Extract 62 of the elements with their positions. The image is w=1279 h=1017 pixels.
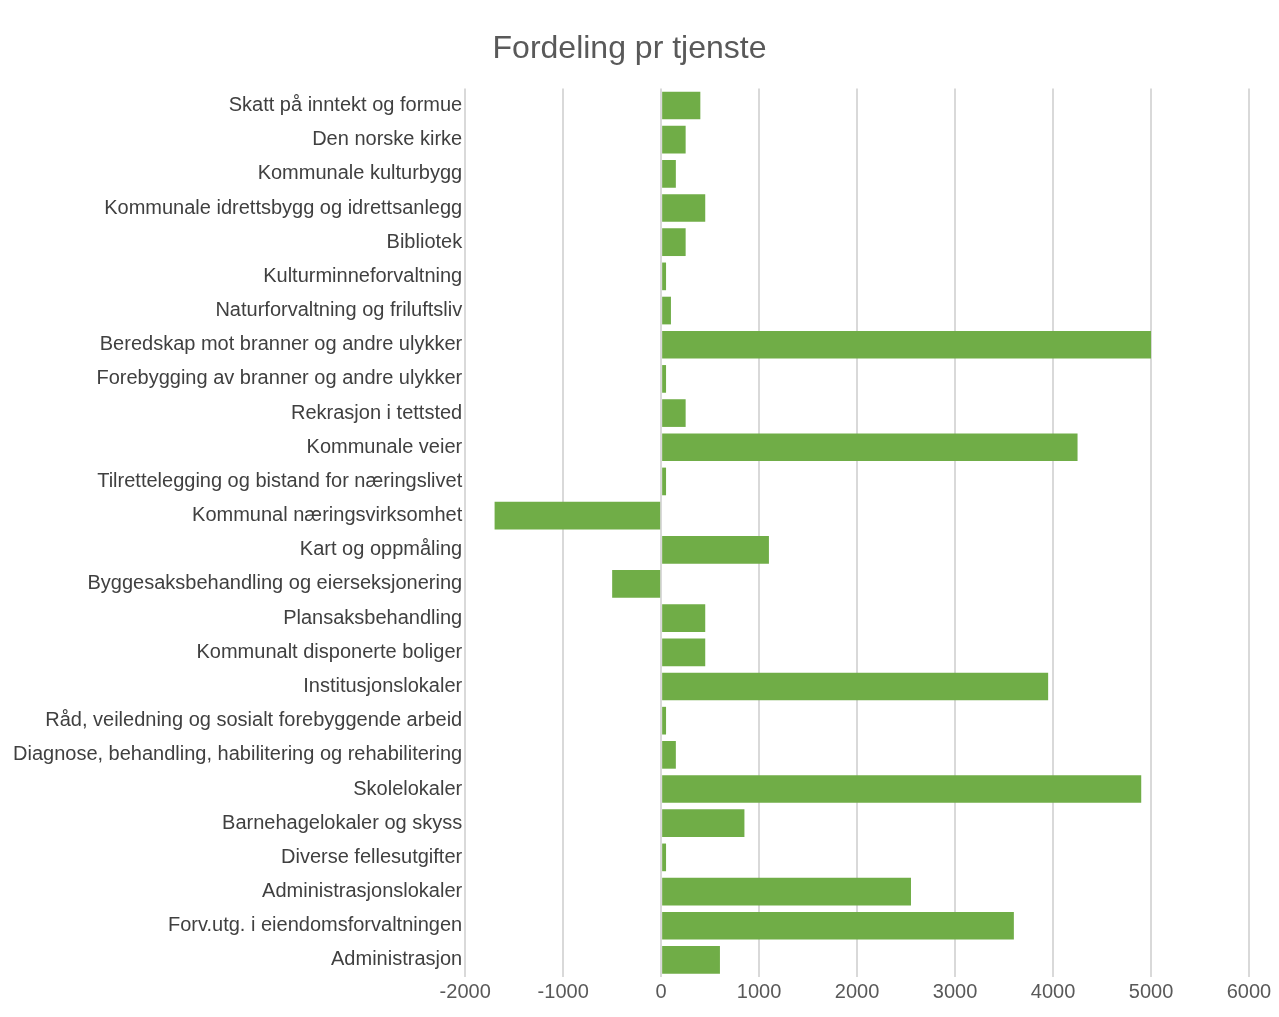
bar — [662, 638, 706, 667]
y-tick-label: Rekrasjon i tettsted — [291, 400, 463, 423]
bar — [662, 125, 686, 154]
bar — [662, 296, 671, 325]
y-tick-label: Skolelokaler — [353, 776, 463, 799]
x-tick-label: 0 — [655, 979, 667, 1002]
x-tick-label: 1000 — [736, 979, 782, 1002]
y-tick-label: Forv.utg. i eiendomsforvaltningen — [167, 913, 463, 936]
x-tick-label: 5000 — [1128, 979, 1174, 1002]
bar — [662, 399, 686, 427]
x-tick-label: -1000 — [537, 979, 589, 1002]
bar — [662, 433, 1078, 462]
bar — [662, 877, 911, 906]
bar — [662, 365, 667, 393]
y-tick-label: Forebygging av branner og andre ulykker — [96, 366, 463, 389]
y-tick-label: Byggesaksbehandling og eierseksjonering — [87, 571, 463, 594]
bar — [662, 911, 1014, 940]
y-tick-label: Administrasjon — [331, 947, 463, 970]
y-tick-label: Kommunal næringsvirksomhet — [192, 503, 463, 526]
y-tick-label: Råd, veiledning og sosialt forebyggende arbeid — [45, 708, 463, 731]
bar — [662, 535, 769, 564]
bar — [662, 775, 1142, 803]
y-tick-label: Bibliotek — [386, 229, 464, 252]
bar — [662, 91, 701, 120]
y-tick-label: Diverse fellesutgifter — [281, 844, 463, 867]
bar — [662, 194, 706, 222]
y-tick-label: Kommunale idrettsbygg og idrettsanlegg — [104, 195, 463, 218]
bar — [662, 672, 1049, 701]
x-tick-label: 6000 — [1226, 979, 1272, 1002]
y-tick-label: Kommunalt disponerte boliger — [196, 639, 463, 662]
bar — [662, 262, 667, 291]
y-tick-label: Kulturminneforvaltning — [263, 263, 463, 286]
x-tick-label: 2000 — [834, 979, 880, 1002]
bar — [494, 501, 661, 530]
x-tick-label: 4000 — [1030, 979, 1076, 1002]
bar — [612, 570, 661, 598]
x-tick-label: -2000 — [439, 979, 491, 1002]
y-tick-label: Kart og oppmåling — [299, 537, 463, 560]
y-tick-label: Kommunale veier — [306, 434, 463, 457]
y-tick-label: Kommunale kulturbygg — [257, 161, 463, 184]
bar — [662, 946, 720, 974]
bar — [662, 228, 686, 257]
bar — [662, 741, 676, 769]
y-tick-label: Beredskap mot branner og andre ulykker — [99, 332, 463, 355]
y-tick-label: Den norske kirke — [312, 127, 463, 150]
y-tick-label: Tilrettelegging og bistand for næringslivet — [97, 468, 463, 491]
y-tick-label: Naturforvaltning og friluftsliv — [215, 298, 463, 321]
y-tick-label: Barnehagelokaler og skyss — [222, 810, 463, 833]
y-tick-label: Diagnose, behandling, habilitering og rehabilitering — [13, 742, 463, 765]
chart-title: Fordeling pr tjenste — [492, 29, 767, 66]
bar — [662, 330, 1152, 359]
bar — [662, 160, 676, 188]
y-tick-label: Institusjonslokaler — [303, 674, 463, 697]
x-tick-label: 3000 — [932, 979, 978, 1002]
bar — [662, 706, 667, 735]
y-tick-label: Skatt på inntekt og formue — [228, 93, 463, 115]
bar — [662, 843, 667, 872]
bar — [662, 809, 745, 838]
bar — [662, 604, 706, 632]
y-tick-label: Administrasjonslokaler — [262, 879, 463, 902]
bar — [662, 467, 667, 496]
y-tick-label: Plansaksbehandling — [283, 605, 463, 628]
